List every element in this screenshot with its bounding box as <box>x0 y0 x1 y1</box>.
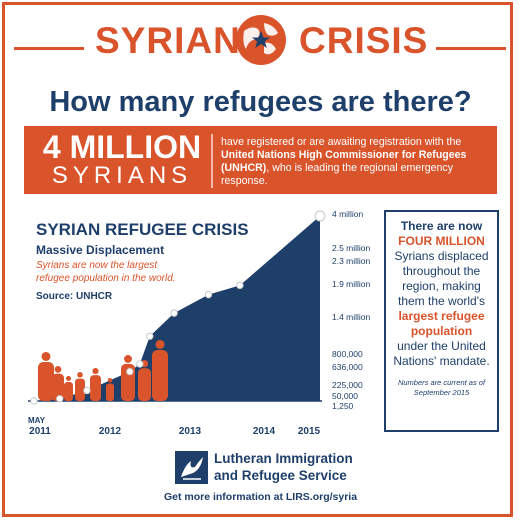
chart-title: SYRIAN REFUGEE CRISIS <box>36 220 249 239</box>
person-figure-head <box>92 368 99 375</box>
person-figure-head <box>54 366 62 373</box>
data-point-label: 1.4 million <box>332 312 371 322</box>
banner-divider <box>211 134 213 188</box>
x-start-label: MAY <box>28 416 46 425</box>
person-figure-body <box>106 383 114 401</box>
person-figure-head <box>107 378 113 383</box>
question-heading: How many refugees are there? <box>49 86 472 118</box>
fact-line-3: Syrians displaced throughout the region,… <box>394 249 489 308</box>
fact-line-5: under the United Nations' mandate. <box>393 339 490 368</box>
person-figure-head <box>65 376 72 382</box>
stat-banner <box>24 126 497 194</box>
fact-footnote: Numbers are current as of September 2015 <box>397 378 486 397</box>
fact-line-1: There are now <box>400 219 483 233</box>
org-name-line-1: Lutheran Immigration <box>214 451 353 466</box>
info-link[interactable]: Get more information at LIRS.org/syria <box>163 491 358 503</box>
person-figure-head <box>41 352 51 361</box>
data-point-marker <box>56 394 64 403</box>
data-point-marker <box>83 386 91 395</box>
data-point-marker <box>136 360 144 368</box>
chart-annotation: Syrians are now the largest refugee popu… <box>36 260 176 284</box>
data-point-label: 2.3 million <box>332 256 371 266</box>
data-point-label: 1,250 <box>332 401 354 411</box>
chart-subtitle: Massive Displacement <box>36 243 165 257</box>
data-point-marker <box>126 367 134 376</box>
x-tick-label: 2013 <box>179 426 202 437</box>
x-tick-label: 2011 <box>29 426 51 437</box>
data-point-label: 2.5 million <box>332 243 371 253</box>
data-point-label: 50,000 <box>332 391 358 401</box>
person-figure-body <box>152 349 168 401</box>
chart-source: Source: UNHCR <box>36 291 113 302</box>
org-name-line-2: and Refugee Service <box>214 468 347 483</box>
data-point-marker <box>204 290 213 299</box>
x-tick-label: 2015 <box>298 426 321 437</box>
org-name: Lutheran Immigration and Refugee Service <box>214 450 353 484</box>
banner-number: 4 MILLION <box>42 129 202 165</box>
banner-word: SYRIANS <box>51 162 193 189</box>
person-figure-body <box>38 361 54 401</box>
data-point-label: 800,000 <box>332 349 363 359</box>
header-word-right: CRISIS <box>299 20 429 61</box>
poster-frame <box>2 2 513 517</box>
person-figure-body <box>90 375 101 401</box>
globe-icon <box>236 15 286 65</box>
fact-box: There are now FOUR MILLION Syrians displ… <box>384 210 499 432</box>
person-figure-body <box>52 373 64 401</box>
person-figure-head <box>77 372 83 378</box>
data-point-marker <box>30 397 38 405</box>
x-tick-label: 2014 <box>253 426 276 437</box>
data-point-marker <box>170 309 178 317</box>
person-figure-body <box>64 382 73 401</box>
person-figure-head <box>124 355 132 363</box>
data-point-marker <box>314 210 326 222</box>
person-figure-body <box>75 378 85 401</box>
person-figure-head <box>155 340 165 349</box>
person-figure-body <box>138 368 151 401</box>
data-point-label: 4 million <box>332 209 363 219</box>
data-point-marker <box>146 332 154 340</box>
data-point-label: 225,000 <box>332 380 363 390</box>
banner-text: have registered or are awaiting registra… <box>221 136 467 187</box>
lirs-logo-icon <box>175 451 208 484</box>
fact-line-4: largest refugee population <box>398 309 485 338</box>
chart-area <box>34 216 320 401</box>
header-rule-right <box>436 47 506 50</box>
header-word-left: SYRIAN <box>95 20 241 61</box>
data-point-marker <box>236 281 244 290</box>
data-point-label: 636,000 <box>332 362 363 372</box>
header-rule-left <box>14 47 84 50</box>
data-point-label: 1.9 million <box>332 279 371 289</box>
x-tick-label: 2012 <box>99 426 122 437</box>
fact-line-2: FOUR MILLION <box>398 234 485 248</box>
